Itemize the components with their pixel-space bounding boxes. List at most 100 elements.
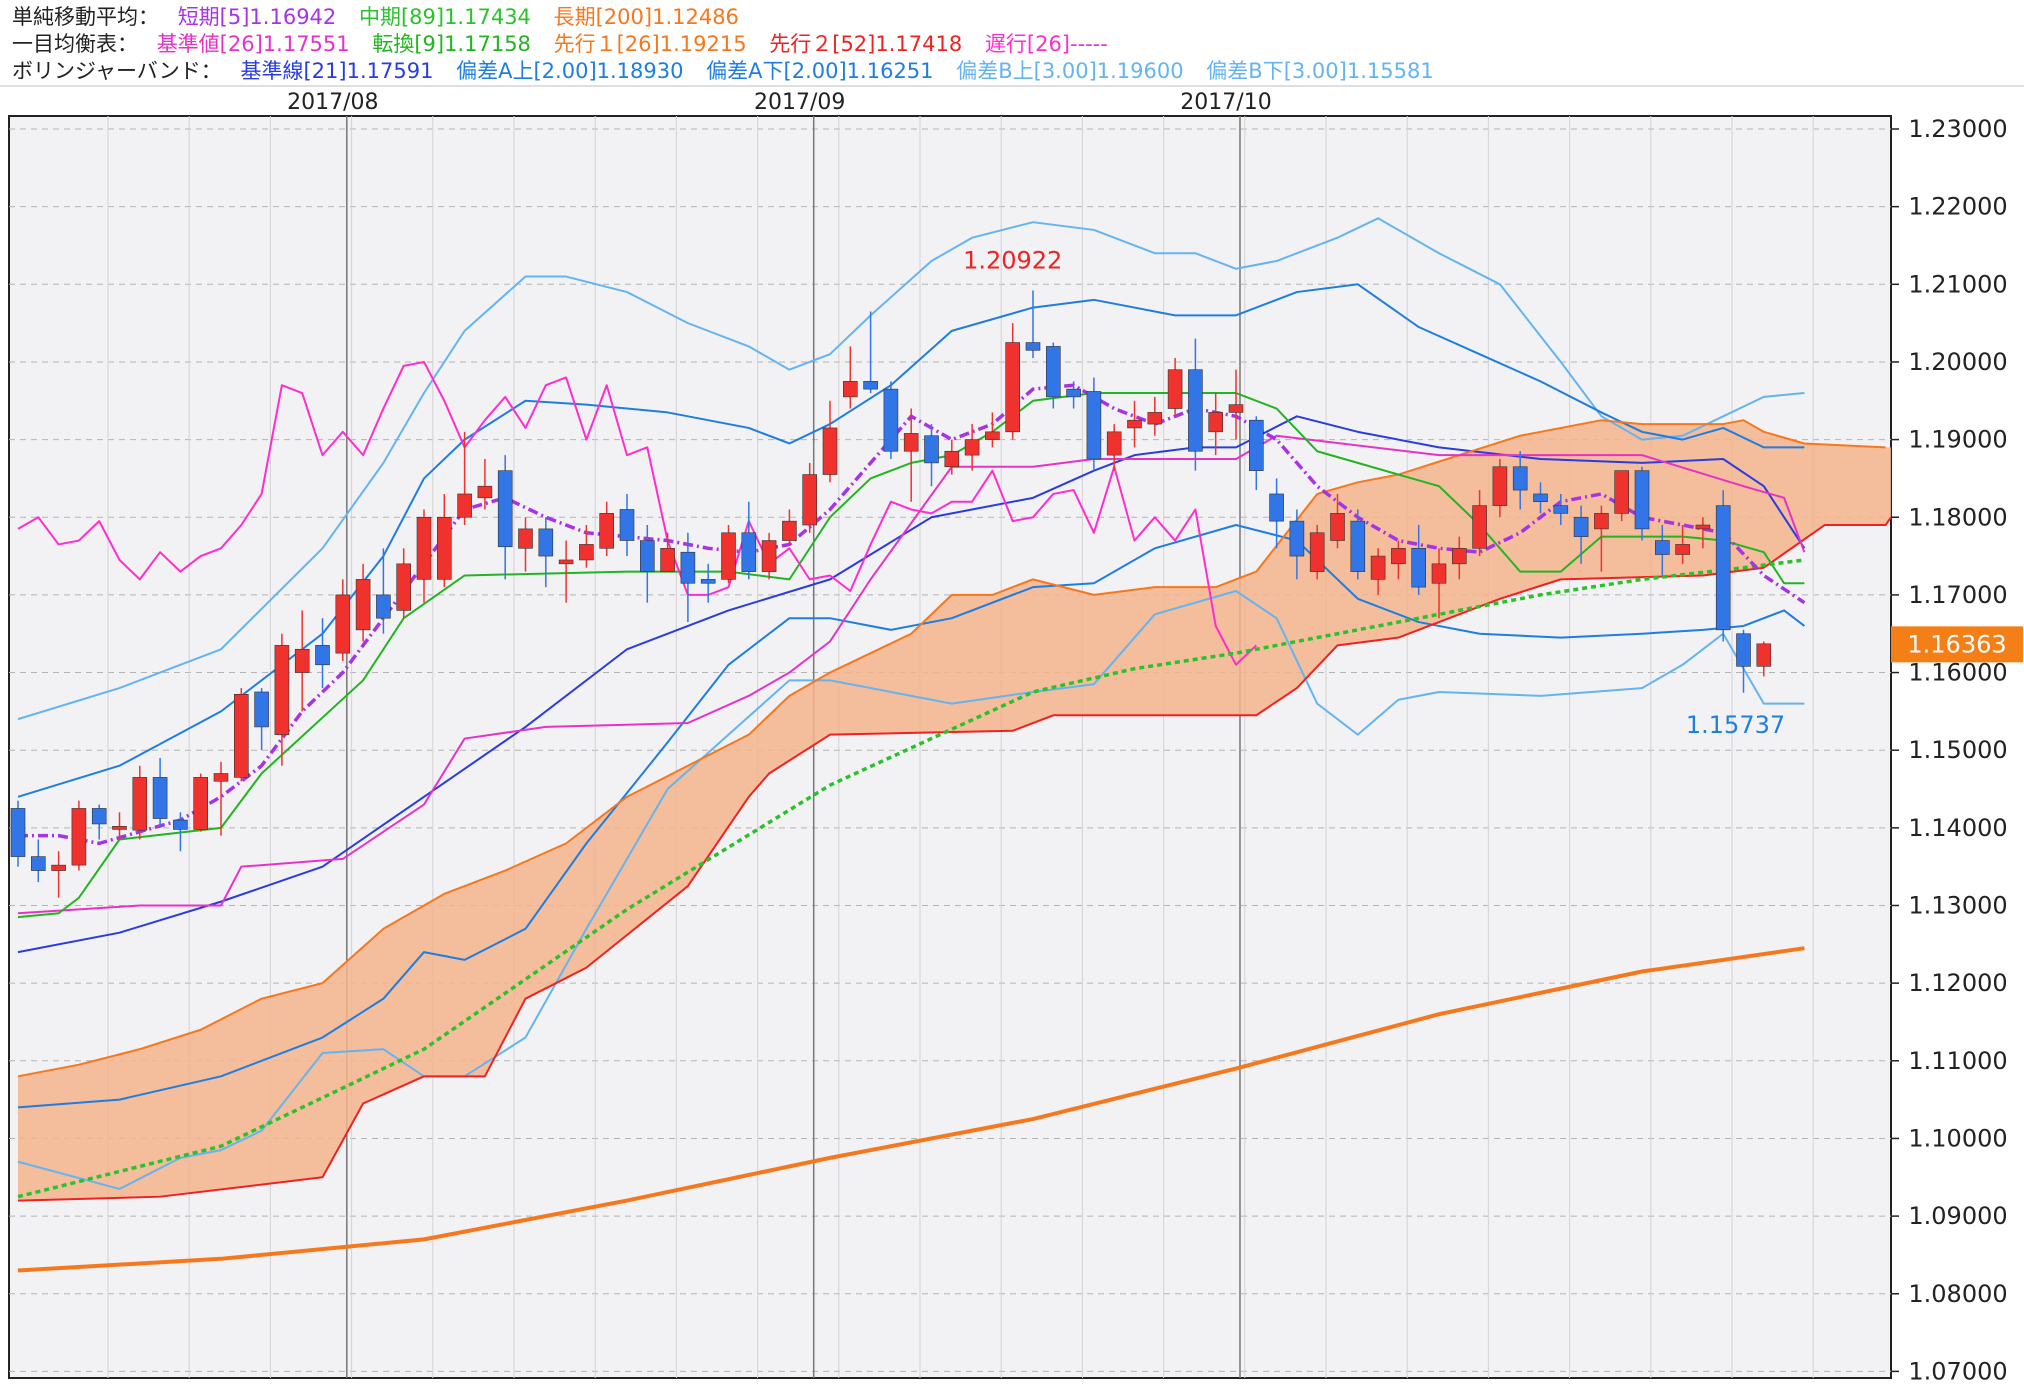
candle-up xyxy=(964,439,980,456)
legend-bollinger: ボリンジャーバンド： 基準線[21]1.17591 偏差A上[2.00]1.18… xyxy=(12,59,1434,83)
candle-down xyxy=(538,528,554,557)
candle-up xyxy=(1208,412,1223,433)
candle-down xyxy=(639,540,655,572)
candle-down xyxy=(1249,419,1264,471)
candle-up xyxy=(1391,548,1406,565)
legend-sma-long: 長期[200]1.12486 xyxy=(554,5,739,29)
candle-up xyxy=(71,808,87,866)
legend-ichimoku-label: 一目均衡表： xyxy=(12,32,138,56)
current-price-label: 1.16363 xyxy=(1907,630,2006,658)
candle-down xyxy=(254,691,269,728)
candle-up xyxy=(1309,532,1325,572)
candle-down xyxy=(1025,342,1041,351)
legend-ichimoku: 一目均衡表： 基準値[26]1.17551 転換[9]1.17158 先行１[2… xyxy=(12,32,1108,56)
candle-up xyxy=(457,493,472,518)
candle-up xyxy=(721,532,736,580)
candle-down xyxy=(376,594,391,619)
month-label: 2017/09 xyxy=(754,90,845,115)
legend-ichimoku-senkou1: 先行１[26]1.19215 xyxy=(554,32,747,56)
low-price-label: 1.15737 xyxy=(1686,711,1785,739)
candle-up xyxy=(1228,404,1244,413)
y-tick-label: 1.07000 xyxy=(1908,1357,2007,1384)
candle-up xyxy=(51,864,66,871)
candle-down xyxy=(1715,505,1731,631)
candle-up xyxy=(132,777,148,831)
candle-up xyxy=(1756,643,1772,667)
candle-up xyxy=(436,516,452,580)
high-price-label: 1.20922 xyxy=(963,246,1062,274)
candle-down xyxy=(863,381,878,390)
legend-sma-label: 単純移動平均： xyxy=(12,5,159,29)
y-tick-label: 1.10000 xyxy=(1908,1124,2007,1152)
candle-down xyxy=(30,856,46,871)
candle-up xyxy=(903,433,919,452)
y-tick-label: 1.20000 xyxy=(1908,348,2007,376)
legend-background xyxy=(0,0,2024,88)
candle-up xyxy=(1370,555,1386,580)
candle-up xyxy=(1127,419,1142,429)
y-tick-label: 1.14000 xyxy=(1908,814,2007,842)
candle-down xyxy=(924,435,939,464)
y-tick-label: 1.19000 xyxy=(1908,426,2007,454)
bb-a-upper-line xyxy=(17,283,1805,798)
legend-ichimoku-senkou2: 先行２[52]1.17418 xyxy=(769,32,962,56)
candle-up xyxy=(985,431,1000,440)
chikou-line xyxy=(17,360,1257,666)
candle-up xyxy=(1167,369,1183,409)
bb-b-lower-line xyxy=(17,590,1805,1190)
candle-up xyxy=(944,450,960,468)
candle-down xyxy=(497,470,513,548)
candle-up xyxy=(579,544,594,561)
legend-sma: 単純移動平均： 短期[5]1.16942 中期[89]1.17434 長期[20… xyxy=(12,5,739,29)
candle-up xyxy=(1330,513,1345,541)
candle-down xyxy=(741,532,757,572)
y-tick-label: 1.18000 xyxy=(1908,503,2007,531)
candle-down xyxy=(152,777,168,819)
y-tick-label: 1.11000 xyxy=(1908,1047,2007,1075)
legend-bollinger-b-lower: 偏差B下[3.00]1.15581 xyxy=(1206,59,1433,83)
candle-down xyxy=(1046,346,1061,398)
candle-up xyxy=(335,594,351,654)
candle-up xyxy=(782,520,797,541)
candle-down xyxy=(1289,520,1305,557)
candle-up xyxy=(1472,505,1487,549)
y-tick-label: 1.21000 xyxy=(1908,270,2007,298)
candle-up xyxy=(274,645,290,735)
candle-down xyxy=(1634,470,1650,530)
legend-bollinger-b-upper: 偏差B上[3.00]1.19600 xyxy=(956,59,1183,83)
ichimoku-cloud xyxy=(18,420,1891,1201)
legend-bollinger-a-upper: 偏差A上[2.00]1.18930 xyxy=(456,59,683,83)
candle-up xyxy=(761,540,777,572)
senkou2-line xyxy=(17,516,1892,1202)
candle-up xyxy=(1431,563,1447,584)
candle-up xyxy=(1695,524,1711,530)
current-price-box xyxy=(1891,626,2023,663)
y-tick-label: 1.16000 xyxy=(1908,659,2007,687)
candle-down xyxy=(1086,391,1102,460)
bb-a-lower-line xyxy=(17,524,1806,1109)
sma-mid-line xyxy=(17,558,1805,1199)
candle-up xyxy=(234,693,249,778)
y-tick-label: 1.12000 xyxy=(1908,969,2007,997)
month-label: 2017/08 xyxy=(287,90,378,115)
legend-sma-mid: 中期[89]1.17434 xyxy=(359,5,531,29)
legend-ichimoku-tenkan: 転換[9]1.17158 xyxy=(372,32,531,56)
kijun-line xyxy=(17,434,1806,915)
candle-down xyxy=(1736,633,1751,667)
candle-up xyxy=(1675,544,1690,555)
candle-up xyxy=(822,427,838,475)
y-tick-label: 1.17000 xyxy=(1908,581,2007,609)
candle-up xyxy=(1106,431,1122,456)
candle-up xyxy=(558,559,574,565)
legend-bollinger-a-lower: 偏差A下[2.00]1.16251 xyxy=(706,59,933,83)
candle-up xyxy=(1614,470,1629,514)
candle-up xyxy=(802,474,818,526)
cloud-fill xyxy=(18,420,1891,1201)
legend-bollinger-basis: 基準線[21]1.17591 xyxy=(240,59,433,83)
y-tick-label: 1.09000 xyxy=(1908,1202,2007,1230)
candle-down xyxy=(173,819,188,830)
y-tick-label: 1.13000 xyxy=(1908,892,2007,920)
candle-up xyxy=(1147,412,1163,425)
